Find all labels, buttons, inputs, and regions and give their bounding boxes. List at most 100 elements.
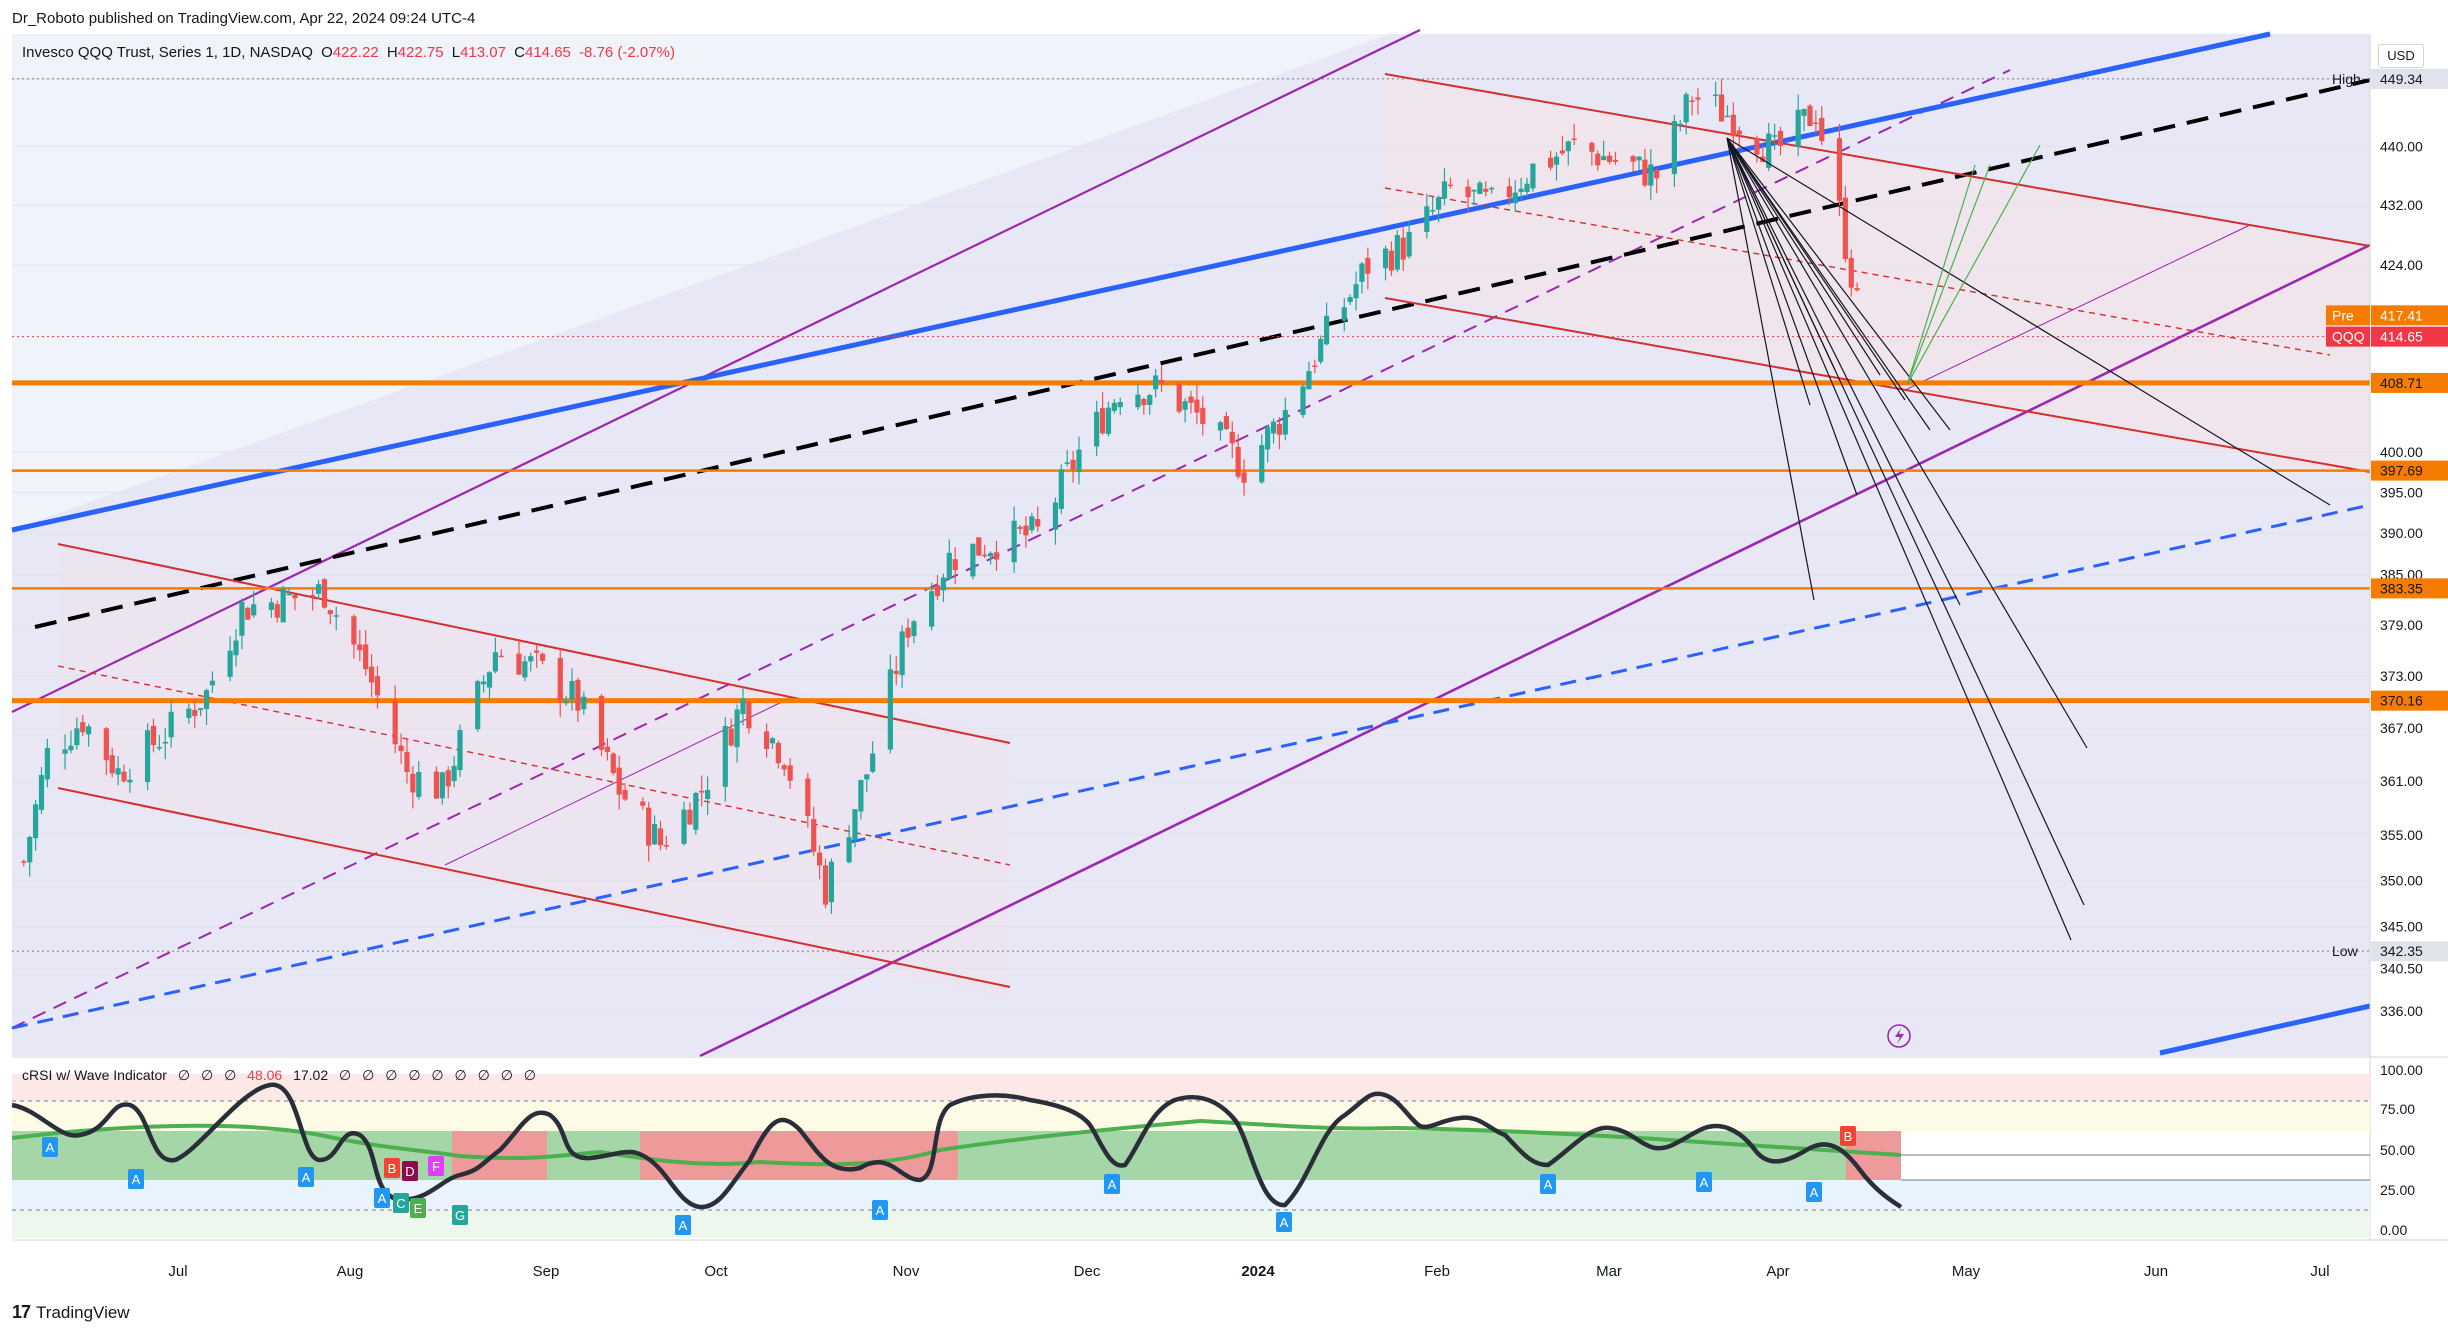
indicator-value: 48.06 <box>247 1067 283 1083</box>
candle-body <box>363 644 369 670</box>
candle-body <box>457 730 463 771</box>
candle-body <box>911 621 917 637</box>
projection-arrow <box>1726 137 1836 371</box>
candle-body <box>870 753 876 772</box>
candle-body <box>1648 164 1654 186</box>
projection-arrows <box>1726 137 2331 941</box>
price-label-tag: High <box>2332 71 2361 87</box>
candle-body <box>569 680 575 700</box>
price-label-tag-box <box>2326 326 2370 347</box>
price-axis[interactable]: 336.00 340.50 345.00 350.00 355.00 361.00 367.… <box>2326 34 2448 1274</box>
projection-arrow <box>1726 137 1906 401</box>
candle-body <box>1447 184 1453 187</box>
purple-channel-mid <box>11 69 2011 1029</box>
candle-body <box>1365 257 1371 274</box>
candle-body <box>1512 192 1518 204</box>
candle-body <box>534 650 540 653</box>
purple-channel-lower <box>699 243 2371 1058</box>
candle-body <box>1671 121 1677 175</box>
candle-body <box>1235 446 1241 477</box>
currency-button[interactable]: USD <box>2378 44 2424 68</box>
candle-body <box>486 672 493 688</box>
candle-body <box>598 695 605 750</box>
wave-marker <box>872 1200 888 1220</box>
candle-body <box>640 801 646 806</box>
candle-body <box>251 604 257 616</box>
candle-body <box>581 696 587 710</box>
candle-body <box>1176 383 1182 412</box>
candle-body <box>516 653 522 675</box>
candle-body <box>1241 472 1247 483</box>
candle-body <box>557 658 563 702</box>
candle-body <box>1636 156 1642 161</box>
price-pane[interactable] <box>11 29 2371 1058</box>
indicator-tick-label: 100.00 <box>2380 1062 2423 1078</box>
candle-body <box>646 807 652 846</box>
candle-body <box>1064 462 1070 464</box>
candle-body <box>1848 257 1854 288</box>
y-tick-label: 355.00 <box>2380 827 2423 843</box>
candle-body <box>976 537 982 556</box>
candle-body <box>333 615 339 617</box>
candle-body <box>1229 431 1235 444</box>
candle-body <box>1312 365 1318 367</box>
candle-body <box>416 771 422 797</box>
events-icon[interactable] <box>1887 1024 1911 1048</box>
candle-body <box>68 745 74 751</box>
candles <box>21 78 1860 914</box>
symbol-name: Invesco QQQ Trust, Series 1, 1D, NASDAQ <box>22 44 313 61</box>
close-label: C <box>514 44 525 61</box>
wave-signal-line <box>11 1118 1902 1167</box>
candle-body <box>1359 263 1365 282</box>
candle-body <box>32 804 39 839</box>
candle-body <box>1559 150 1565 154</box>
candle-body <box>1158 379 1165 384</box>
candle-body <box>1017 526 1023 529</box>
time-axis[interactable]: Jul Aug Sep Oct Nov Dec 2024 Feb Mar Apr May Jun Jul <box>12 1239 2448 1280</box>
wave-marker-label: B <box>1844 1129 1853 1144</box>
price-label-box <box>2371 460 2448 481</box>
candle-body <box>1677 123 1683 126</box>
candle-body <box>80 722 86 733</box>
candle-body <box>822 865 829 905</box>
candle-body <box>693 792 699 830</box>
price-label-value: 417.41 <box>2380 307 2423 323</box>
footer-brand[interactable]: 17 TradingView <box>12 1302 130 1323</box>
x-tick-label: Feb <box>1424 1263 1450 1280</box>
candle-body <box>1270 421 1277 434</box>
candle-body <box>439 772 445 799</box>
candle-body <box>410 773 416 793</box>
candle-body <box>1695 97 1701 100</box>
indicator-value: ∅ <box>477 1067 490 1083</box>
candle-body <box>1052 502 1059 530</box>
projection-arrow <box>1726 137 2088 749</box>
candle-body <box>787 765 793 781</box>
candle-body <box>604 746 610 753</box>
candle-body <box>734 709 740 748</box>
price-label-value: 342.35 <box>2380 943 2423 959</box>
wave-marker-label: A <box>132 1172 141 1187</box>
published-bar: Dr_Roboto published on TradingView.com, … <box>0 0 2448 34</box>
black-dashed-midline <box>34 78 2371 629</box>
indicator-legend[interactable]: cRSI w/ Wave Indicator ∅ ∅ ∅ 48.06 17.02… <box>22 1067 543 1084</box>
price-label-value: 414.65 <box>2380 329 2423 345</box>
projection-arrow <box>1726 137 2331 506</box>
projection-arrow <box>1726 137 1951 431</box>
candle-body <box>699 790 705 793</box>
candle-body <box>1766 133 1772 168</box>
wave-marker-label: A <box>1108 1177 1117 1192</box>
candle-body <box>1477 182 1483 194</box>
symbol-legend[interactable]: Invesco QQQ Trust, Series 1, 1D, NASDAQ … <box>22 44 679 61</box>
candle-body <box>1141 399 1147 406</box>
x-tick-label: Aug <box>337 1263 364 1280</box>
candle-body <box>445 770 451 787</box>
candle-body <box>1553 156 1560 165</box>
indicator-value: ∅ <box>500 1067 513 1083</box>
candle-body <box>492 652 498 672</box>
candle-body <box>728 728 734 746</box>
candle-body <box>1135 394 1141 408</box>
candle-body <box>1642 159 1648 186</box>
